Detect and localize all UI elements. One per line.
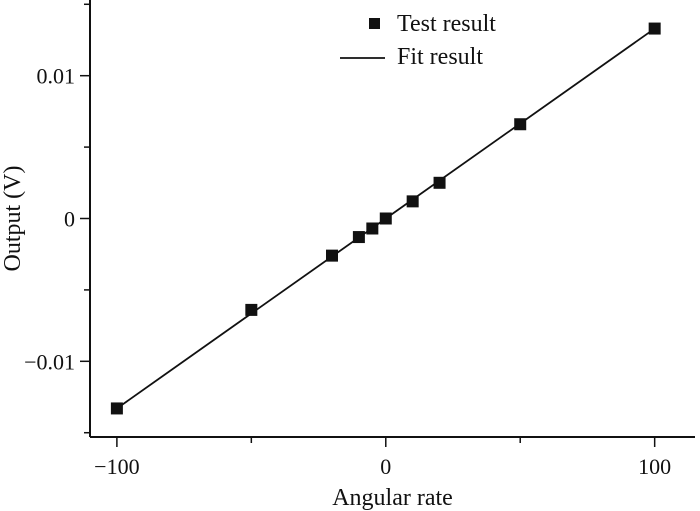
y-ticks: −0.01 0 0.01: [24, 3, 90, 434]
data-point: [514, 118, 527, 131]
data-point: [433, 176, 446, 189]
data-point: [406, 195, 419, 208]
axes: [89, 0, 695, 438]
data-point: [110, 402, 123, 415]
data-point: [352, 231, 365, 244]
x-tick-label: −100: [94, 454, 139, 479]
y-tick-label: −0.01: [24, 349, 75, 374]
legend: Test result Fit result: [340, 11, 496, 70]
data-point: [366, 222, 379, 235]
data-point: [245, 303, 258, 316]
data-point: [648, 22, 661, 35]
y-tick-label: 0: [64, 207, 75, 232]
x-axis-title: Angular rate: [332, 485, 453, 511]
x-tick-label: 100: [638, 454, 671, 479]
x-tick-label: 0: [380, 454, 391, 479]
data-point: [326, 249, 338, 262]
data-point: [379, 212, 392, 225]
legend-marker-test: [369, 18, 380, 29]
legend-label-test: Test result: [397, 11, 496, 37]
legend-label-fit: Fit result: [397, 44, 483, 70]
series-layer: [110, 22, 661, 415]
x-ticks: −100 0 100: [94, 437, 671, 479]
y-axis-title: Output (V): [0, 166, 26, 272]
y-tick-label: 0.01: [37, 64, 76, 89]
